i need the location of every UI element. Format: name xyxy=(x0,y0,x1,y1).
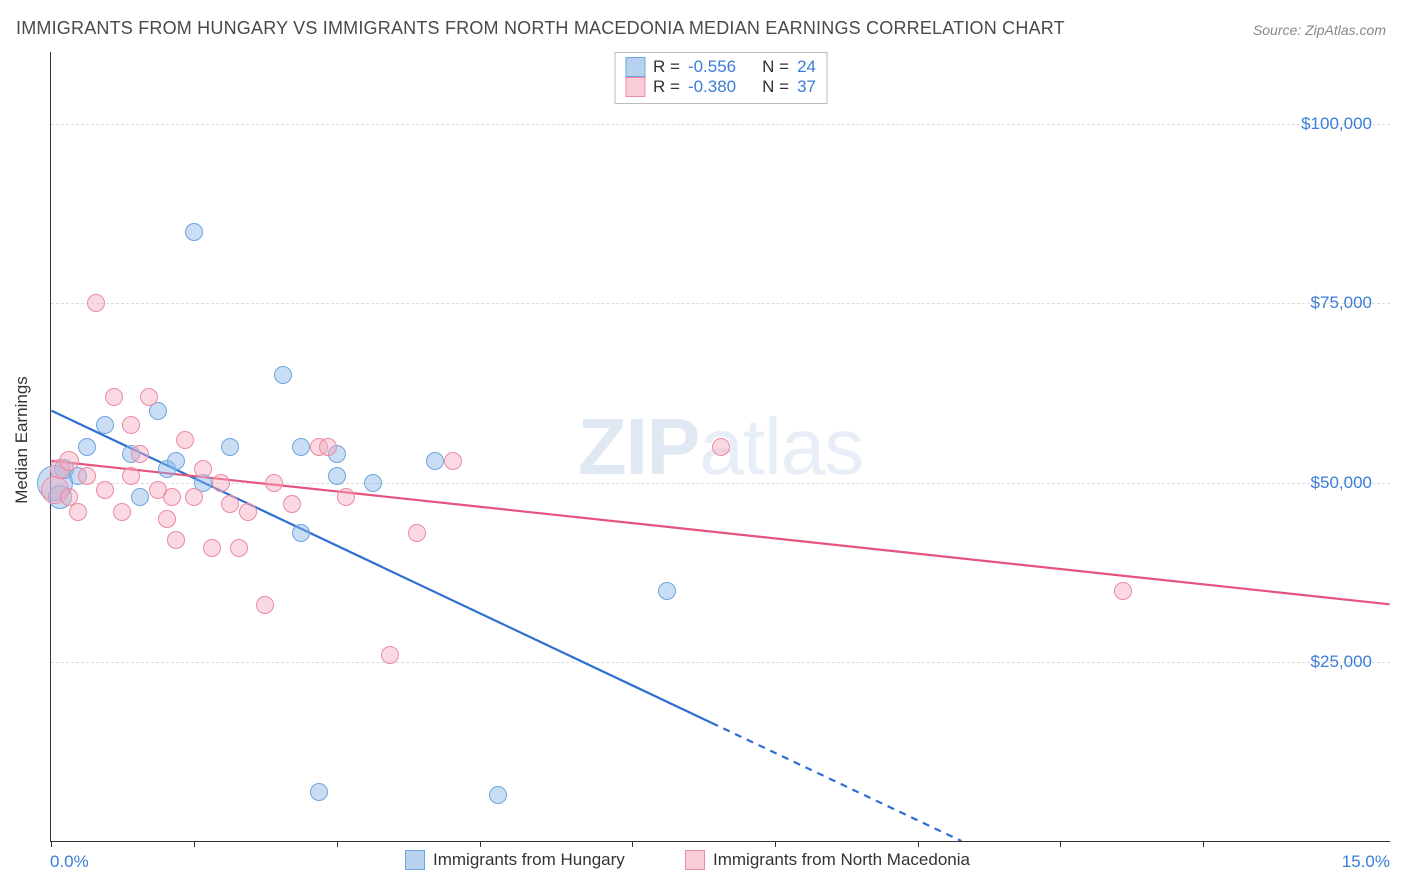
data-point xyxy=(163,488,181,506)
series-legend-item: Immigrants from North Macedonia xyxy=(685,850,970,870)
n-value: 37 xyxy=(797,77,816,97)
x-tick xyxy=(1060,841,1061,847)
r-value: -0.556 xyxy=(688,57,736,77)
data-point xyxy=(1114,582,1132,600)
data-point xyxy=(265,474,283,492)
x-tick xyxy=(51,841,52,847)
x-tick-label: 0.0% xyxy=(50,852,89,872)
data-point xyxy=(283,495,301,513)
stat-legend-row: R = -0.380 N = 37 xyxy=(625,77,816,97)
plot-area: ZIPatlas $25,000$50,000$75,000$100,000 R… xyxy=(50,52,1390,842)
x-tick xyxy=(337,841,338,847)
data-point xyxy=(230,539,248,557)
y-tick-label: $50,000 xyxy=(1311,473,1372,493)
data-point xyxy=(444,452,462,470)
data-point xyxy=(426,452,444,470)
data-point xyxy=(212,474,230,492)
data-point xyxy=(658,582,676,600)
data-point xyxy=(78,467,96,485)
data-point xyxy=(87,294,105,312)
x-tick xyxy=(1203,841,1204,847)
r-value: -0.380 xyxy=(688,77,736,97)
data-point xyxy=(96,416,114,434)
data-point xyxy=(328,467,346,485)
y-tick-label: $100,000 xyxy=(1301,114,1372,134)
r-label: R = xyxy=(653,77,680,97)
stat-legend: R = -0.556 N = 24 R = -0.380 N = 37 xyxy=(614,52,827,104)
r-label: R = xyxy=(653,57,680,77)
n-label: N = xyxy=(762,77,789,97)
data-point xyxy=(60,488,78,506)
data-point xyxy=(203,539,221,557)
data-point xyxy=(292,524,310,542)
data-point xyxy=(221,495,239,513)
y-tick-label: $25,000 xyxy=(1311,652,1372,672)
data-point xyxy=(105,388,123,406)
x-tick xyxy=(632,841,633,847)
stat-legend-row: R = -0.556 N = 24 xyxy=(625,57,816,77)
data-point xyxy=(489,786,507,804)
legend-swatch xyxy=(405,850,425,870)
data-point xyxy=(256,596,274,614)
data-point xyxy=(292,438,310,456)
data-point xyxy=(122,467,140,485)
x-tick xyxy=(480,841,481,847)
data-point xyxy=(364,474,382,492)
x-tick xyxy=(194,841,195,847)
data-point xyxy=(194,460,212,478)
gridline xyxy=(51,483,1390,484)
data-point xyxy=(185,488,203,506)
source-label: Source: ZipAtlas.com xyxy=(1253,22,1386,38)
gridline xyxy=(51,303,1390,304)
y-axis-title: Median Earnings xyxy=(12,376,32,504)
data-point xyxy=(274,366,292,384)
legend-swatch xyxy=(685,850,705,870)
data-point xyxy=(122,416,140,434)
data-point xyxy=(140,388,158,406)
gridline xyxy=(51,124,1390,125)
data-point xyxy=(131,445,149,463)
data-point xyxy=(381,646,399,664)
data-point xyxy=(176,431,194,449)
data-point xyxy=(158,510,176,528)
n-value: 24 xyxy=(797,57,816,77)
legend-swatch xyxy=(625,77,645,97)
data-point xyxy=(59,451,79,471)
data-point xyxy=(221,438,239,456)
data-point xyxy=(319,438,337,456)
legend-label: Immigrants from Hungary xyxy=(433,850,625,870)
data-point xyxy=(712,438,730,456)
x-tick xyxy=(918,841,919,847)
data-point xyxy=(113,503,131,521)
data-point xyxy=(310,783,328,801)
data-point xyxy=(96,481,114,499)
data-point xyxy=(408,524,426,542)
data-point xyxy=(167,531,185,549)
data-point xyxy=(239,503,257,521)
data-point xyxy=(131,488,149,506)
data-point xyxy=(337,488,355,506)
x-tick-label: 15.0% xyxy=(1342,852,1390,872)
legend-label: Immigrants from North Macedonia xyxy=(713,850,970,870)
n-label: N = xyxy=(762,57,789,77)
x-tick xyxy=(775,841,776,847)
legend-swatch xyxy=(625,57,645,77)
data-point xyxy=(78,438,96,456)
data-point xyxy=(167,452,185,470)
gridline xyxy=(51,662,1390,663)
y-tick-label: $75,000 xyxy=(1311,293,1372,313)
series-legend-item: Immigrants from Hungary xyxy=(405,850,625,870)
chart-title: IMMIGRANTS FROM HUNGARY VS IMMIGRANTS FR… xyxy=(16,18,1065,39)
data-point xyxy=(185,223,203,241)
